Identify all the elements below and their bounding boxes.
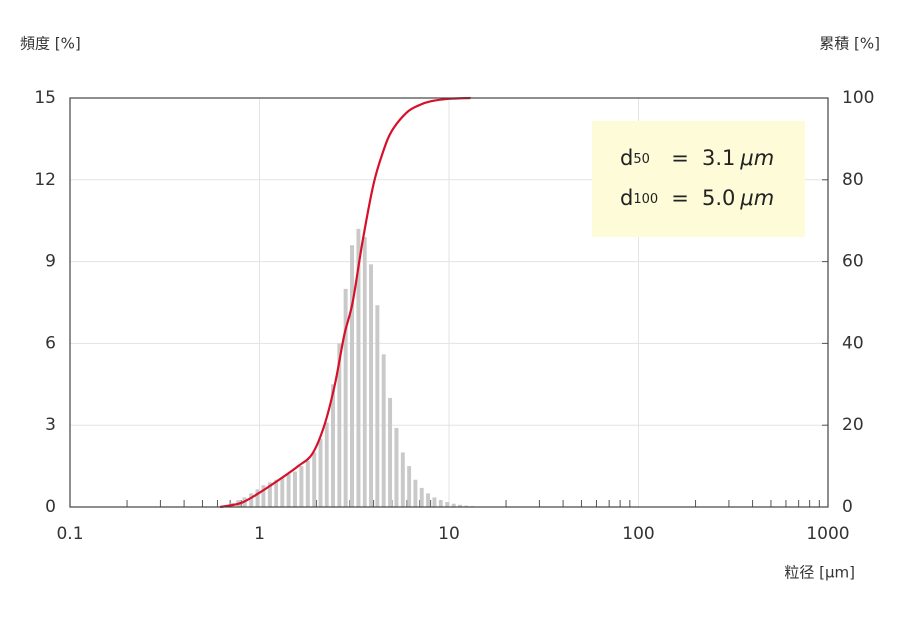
- bar: [388, 397, 393, 507]
- y2-axis-title: 累積 [%]: [819, 35, 880, 53]
- bar: [445, 502, 450, 507]
- y2-tick-label: 80: [842, 170, 864, 190]
- bar: [324, 422, 329, 507]
- bar: [432, 497, 437, 507]
- y-tick-label: 3: [45, 415, 56, 435]
- bar: [331, 384, 336, 507]
- annotation: =: [671, 146, 689, 170]
- annotation-operator: =: [671, 146, 689, 170]
- bar: [407, 466, 412, 507]
- x-tick-label: 1000: [806, 524, 849, 544]
- y2-tick-label: 40: [842, 333, 864, 353]
- bar: [375, 305, 380, 507]
- annotation-symbol: d: [620, 186, 633, 210]
- annotation-box: [592, 121, 805, 237]
- bar: [356, 228, 361, 507]
- bar: [381, 354, 386, 507]
- y-tick-label: 9: [45, 252, 56, 272]
- annotation: d50: [620, 146, 650, 170]
- bar: [451, 503, 456, 507]
- bar: [292, 471, 297, 507]
- bar: [312, 452, 317, 507]
- annotation-operator: =: [671, 186, 689, 210]
- bar: [286, 474, 291, 507]
- y2-tick-label: 100: [842, 88, 874, 108]
- x-axis-title: 粒径 [µm]: [784, 564, 855, 582]
- bar: [350, 245, 355, 508]
- annotation-symbol: d: [620, 146, 633, 170]
- y-tick-label: 12: [34, 170, 56, 190]
- bar: [413, 479, 418, 507]
- bar: [249, 493, 254, 507]
- annotation: 5.0 μm: [702, 186, 774, 210]
- x-tick-label: 100: [622, 524, 654, 544]
- bar: [261, 485, 266, 507]
- bar: [369, 264, 373, 507]
- x-tick-label: 10: [438, 524, 460, 544]
- y-tick-label: 15: [34, 88, 56, 108]
- x-tick-label: 1: [254, 524, 265, 544]
- annotation-value: 3.1: [702, 146, 735, 170]
- bar: [362, 237, 367, 507]
- cumulative-line: [219, 96, 471, 509]
- annotation-unit: μm: [739, 146, 774, 170]
- bar: [394, 427, 399, 507]
- y-tick-label: 0: [45, 497, 56, 517]
- annotation-subscript: 50: [633, 152, 650, 167]
- annotation: 3.1 μm: [702, 146, 774, 170]
- bar: [305, 460, 310, 507]
- x-tick-label: 0.1: [56, 524, 83, 544]
- bar: [343, 288, 348, 507]
- y2-tick-label: 0: [842, 497, 853, 517]
- annotation-unit: μm: [739, 186, 774, 210]
- bar: [255, 489, 260, 507]
- bar: [280, 477, 285, 507]
- bar: [438, 500, 443, 507]
- annotation-value: 5.0: [702, 186, 735, 210]
- bar: [400, 452, 405, 507]
- bar: [419, 487, 424, 507]
- y2-tick-label: 20: [842, 415, 864, 435]
- bar: [274, 479, 279, 507]
- annotation-subscript: 100: [633, 192, 658, 207]
- annotation: =: [671, 186, 689, 210]
- bar: [464, 505, 469, 507]
- plot-frame: [69, 97, 829, 508]
- y-tick-label: 6: [45, 333, 56, 353]
- bar: [299, 466, 304, 507]
- y2-tick-label: 60: [842, 252, 864, 272]
- annotation: d100: [620, 186, 658, 210]
- y-axis-title: 頻度 [%]: [20, 35, 81, 53]
- bar: [337, 343, 342, 507]
- bar: [267, 482, 272, 507]
- bar: [458, 504, 463, 507]
- bar: [318, 438, 323, 507]
- bar: [426, 493, 431, 507]
